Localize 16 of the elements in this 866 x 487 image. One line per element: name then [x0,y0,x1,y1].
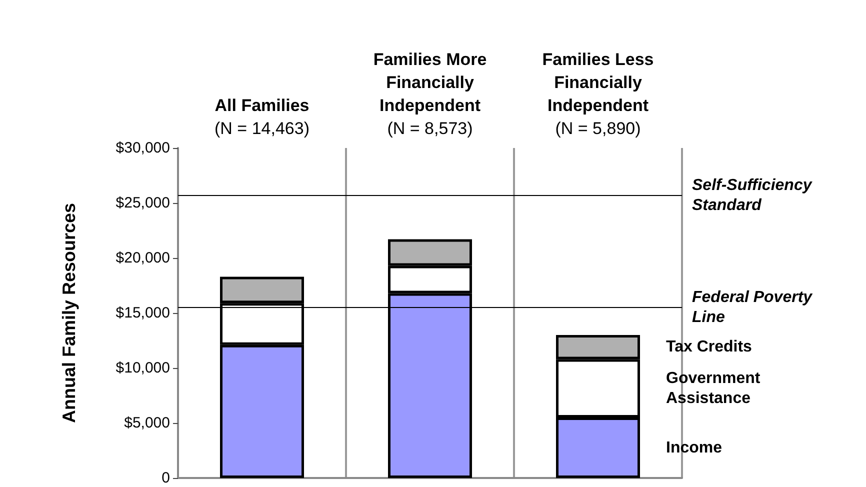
series-label: Government Assistance [666,370,761,407]
y-tick-label: $15,000 [116,304,170,322]
y-tick-label: $20,000 [116,250,170,266]
ref-line-label: Federal Poverty Line [692,289,814,326]
y-tick-label: $5,000 [124,414,170,432]
y-tick-label: $30,000 [116,140,170,156]
series-label: Tax Credits [666,338,752,356]
y-tick-label: $10,000 [116,360,170,376]
y-tick-label: $25,000 [116,194,170,212]
ref-line-label: Self-Sufficiency Standard [692,176,813,214]
y-tick-label: 0 [162,470,170,486]
series-label: Income [666,439,722,456]
x-tick-label: Families More Financially Independent (N = 8,573) [373,50,487,138]
x-tick-label: All Families (N = 14,463) [214,96,310,138]
y-axis-title: Annual Family Resources [59,202,79,424]
x-tick-label: Families Less Financially Independent (N = 5,890) [542,50,654,138]
